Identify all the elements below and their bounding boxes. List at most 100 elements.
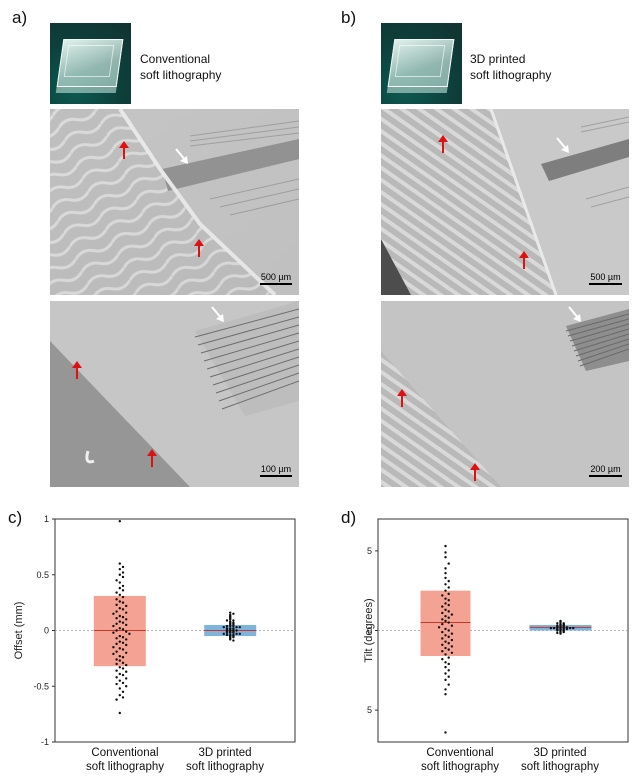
scale-bar: 100 µm [260, 464, 292, 477]
y-axis-label: Offset (mm) [13, 602, 25, 660]
data-point [222, 632, 225, 636]
data-point [444, 608, 447, 611]
data-point [115, 579, 118, 582]
chart-tilt: 5 0 5 Tilt (degrees) [363, 518, 629, 743]
sem-image-a-top: 500 µm [50, 109, 299, 295]
data-point [447, 683, 450, 686]
data-point [121, 641, 125, 644]
data-point [447, 616, 450, 619]
data-point [115, 676, 118, 679]
data-point [118, 640, 122, 643]
data-point [115, 682, 118, 686]
data-point [115, 617, 118, 620]
data-point [118, 586, 122, 590]
data-point [112, 646, 115, 649]
data-point [444, 627, 447, 631]
scale-bar: 500 µm [589, 272, 622, 285]
data-point [125, 623, 128, 627]
data-point [556, 629, 559, 632]
scale-bar: 500 µm [260, 272, 292, 285]
data-point [118, 693, 122, 697]
data-point [441, 622, 444, 626]
data-point [444, 551, 447, 554]
data-point [235, 629, 238, 632]
data-point [568, 626, 572, 630]
x-category-line1: Conventional [426, 747, 494, 759]
data-point [118, 567, 122, 571]
data-point [118, 634, 122, 638]
data-point [444, 567, 447, 570]
data-point [115, 591, 118, 594]
data-point [447, 562, 450, 565]
data-point [229, 618, 232, 621]
data-point [232, 612, 235, 615]
data-point [441, 618, 444, 621]
data-point [232, 631, 235, 634]
data-point [447, 642, 450, 645]
sem-image-b-top: 500 µm [381, 109, 629, 295]
data-point [437, 626, 441, 629]
data-point [118, 520, 122, 523]
red-arrow-icon [119, 141, 129, 159]
data-point [121, 648, 125, 651]
data-point [125, 611, 128, 614]
data-point [225, 633, 229, 637]
data-point [125, 677, 128, 680]
scale-bar-label: 500 µm [590, 272, 621, 282]
data-point [238, 625, 241, 629]
data-point [118, 711, 122, 715]
data-point [441, 630, 444, 634]
data-point [121, 673, 125, 677]
x-category-line1: Conventional [91, 747, 159, 759]
data-point [441, 650, 444, 653]
red-arrow-icon [470, 463, 480, 481]
data-point [572, 626, 575, 630]
white-arrow-icon [175, 148, 188, 164]
data-point [128, 632, 131, 636]
data-point [450, 613, 454, 616]
data-point [444, 589, 447, 592]
data-point [115, 637, 118, 640]
data-point [441, 594, 444, 597]
data-point [444, 665, 447, 669]
data-point [229, 631, 232, 634]
data-point [549, 626, 553, 630]
pdms-chip-photo-conventional [50, 23, 131, 104]
data-point [447, 599, 450, 602]
data-point [112, 612, 115, 615]
x-category-line2: soft lithography [86, 761, 164, 773]
data-point [444, 693, 447, 696]
data-point [444, 576, 447, 580]
data-point [121, 690, 125, 694]
data-point [121, 615, 125, 619]
data-point [115, 642, 118, 646]
red-arrow-icon [72, 361, 82, 379]
scale-bar-label: 100 µm [260, 464, 292, 474]
data-point [444, 634, 447, 637]
data-point [441, 611, 444, 615]
x-category-line2: soft lithography [421, 761, 499, 773]
data-point [118, 620, 122, 623]
data-point [444, 556, 447, 559]
data-point [121, 571, 125, 574]
data-point [115, 622, 118, 626]
data-point [125, 638, 128, 641]
data-point [444, 571, 447, 575]
caption-conventional: Conventional soft lithography [140, 51, 221, 83]
data-point [447, 669, 450, 672]
data-point [447, 579, 450, 583]
data-point [447, 592, 450, 596]
data-point [125, 643, 128, 647]
data-point [125, 630, 128, 633]
data-point [441, 637, 444, 640]
data-point [115, 698, 118, 701]
scale-bar-label: 500 µm [260, 272, 292, 282]
data-point [447, 648, 450, 651]
data-point [565, 627, 569, 631]
data-point [115, 662, 118, 666]
data-point [115, 610, 118, 613]
data-point [112, 631, 115, 634]
y-tick-label: 0.5 [36, 570, 49, 580]
data-point [118, 679, 122, 682]
data-point [118, 573, 122, 576]
